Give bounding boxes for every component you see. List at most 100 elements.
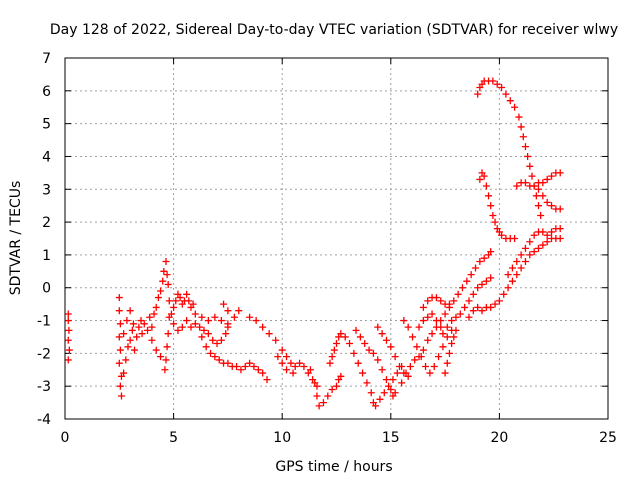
data-point xyxy=(152,346,160,354)
data-point xyxy=(530,231,538,239)
data-point xyxy=(237,366,245,374)
data-point xyxy=(517,123,525,131)
data-point xyxy=(291,362,299,370)
data-point xyxy=(406,362,414,370)
data-point xyxy=(189,300,197,308)
data-point xyxy=(424,313,432,321)
data-point xyxy=(354,359,362,367)
y-tick-label: 7 xyxy=(42,51,51,67)
data-point xyxy=(254,366,262,374)
data-point xyxy=(157,287,165,295)
data-point xyxy=(246,313,254,321)
data-point xyxy=(502,90,510,98)
data-point xyxy=(183,317,191,325)
data-point xyxy=(224,307,232,315)
data-point xyxy=(556,235,564,242)
data-point xyxy=(187,323,195,331)
y-tick-label: -2 xyxy=(37,346,51,362)
data-point xyxy=(341,333,349,341)
data-point xyxy=(289,369,297,377)
data-point xyxy=(493,80,501,88)
data-point xyxy=(356,333,364,341)
data-point xyxy=(534,185,542,193)
data-point xyxy=(461,303,469,311)
data-point xyxy=(400,317,408,325)
data-point xyxy=(337,372,345,380)
data-point xyxy=(465,313,473,321)
grid-lines xyxy=(65,58,608,419)
data-point xyxy=(467,271,475,279)
y-tick-label: 4 xyxy=(42,149,51,165)
data-point xyxy=(259,369,267,377)
data-point xyxy=(482,277,490,285)
data-point xyxy=(448,340,456,348)
data-point xyxy=(328,353,336,361)
data-point xyxy=(513,182,521,190)
data-point xyxy=(419,317,427,325)
data-point xyxy=(230,313,238,321)
data-point xyxy=(126,336,134,344)
data-point xyxy=(489,212,497,220)
y-tick-label: 3 xyxy=(42,182,51,198)
data-point xyxy=(116,382,124,390)
data-point xyxy=(539,192,547,200)
data-point xyxy=(491,300,499,308)
data-point xyxy=(474,303,482,311)
data-point xyxy=(278,359,286,367)
data-point xyxy=(526,251,534,259)
data-point xyxy=(359,369,367,377)
data-point xyxy=(526,162,534,170)
data-point xyxy=(548,172,556,180)
data-point xyxy=(224,359,232,367)
data-point xyxy=(178,323,186,331)
data-point xyxy=(198,313,206,321)
data-point xyxy=(352,326,360,334)
data-point xyxy=(306,366,314,374)
data-point xyxy=(487,202,495,210)
data-point xyxy=(437,323,445,331)
x-tick-label: 0 xyxy=(61,430,70,446)
data-point xyxy=(296,359,304,367)
data-point xyxy=(548,202,556,210)
data-point xyxy=(380,389,388,397)
data-point xyxy=(172,297,180,305)
data-point xyxy=(283,366,291,374)
data-point xyxy=(415,323,423,331)
data-point xyxy=(491,218,499,226)
data-point xyxy=(450,333,458,341)
data-point xyxy=(209,336,217,344)
data-point xyxy=(361,340,369,348)
data-point xyxy=(454,290,462,298)
data-point xyxy=(300,362,308,370)
data-point xyxy=(478,280,486,288)
data-point xyxy=(521,179,529,187)
data-point xyxy=(543,175,551,183)
data-point xyxy=(487,274,495,282)
data-point xyxy=(152,303,160,311)
data-point xyxy=(426,369,434,377)
data-point xyxy=(215,356,223,364)
data-point xyxy=(346,340,354,348)
data-point xyxy=(534,244,542,252)
data-point xyxy=(515,113,523,121)
data-point xyxy=(419,346,427,354)
data-point xyxy=(174,326,182,334)
data-point xyxy=(506,97,514,105)
data-point xyxy=(207,349,215,357)
data-point xyxy=(387,343,395,351)
data-point xyxy=(211,313,219,321)
data-point xyxy=(117,392,125,400)
data-point xyxy=(474,90,482,98)
data-point xyxy=(170,320,178,328)
data-point xyxy=(428,310,436,318)
data-point xyxy=(157,353,165,361)
data-point xyxy=(524,152,532,160)
data-point xyxy=(391,353,399,361)
data-point xyxy=(511,235,519,242)
data-point xyxy=(163,343,171,351)
data-point xyxy=(489,77,497,85)
data-point xyxy=(64,336,72,344)
data-point xyxy=(120,369,128,377)
data-point xyxy=(220,300,228,308)
data-point xyxy=(432,294,440,302)
